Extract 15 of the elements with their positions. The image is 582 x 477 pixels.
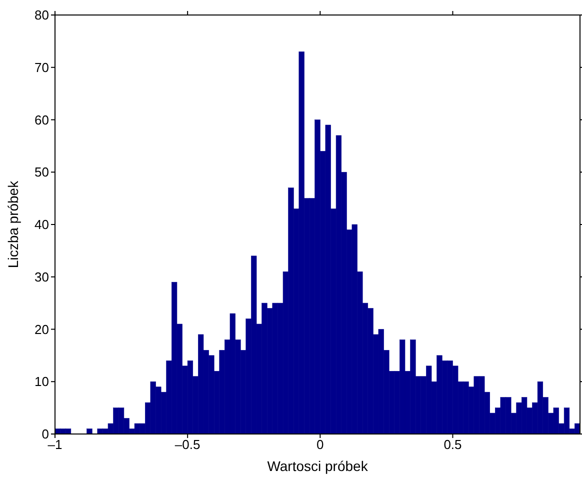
x-axis-title: Wartosci próbek — [267, 458, 369, 474]
y-tick-label: 40 — [34, 217, 49, 232]
x-tick-label: –1 — [48, 437, 62, 452]
y-tick-label: 80 — [34, 8, 49, 23]
y-tick-label: 70 — [34, 60, 49, 75]
y-tick-label: 20 — [34, 322, 49, 337]
y-tick-label: 0 — [42, 426, 49, 442]
x-tick-label: –0.5 — [174, 437, 200, 452]
y-axis-title: Liczba próbek — [4, 180, 21, 268]
x-tick-label: 0 — [316, 437, 324, 452]
y-tick-label: 60 — [34, 112, 49, 128]
y-tick-label: 10 — [34, 374, 49, 390]
y-tick-label: 50 — [34, 164, 49, 180]
y-tick-label: 30 — [34, 269, 49, 284]
x-tick-label: 0.5 — [444, 437, 462, 452]
